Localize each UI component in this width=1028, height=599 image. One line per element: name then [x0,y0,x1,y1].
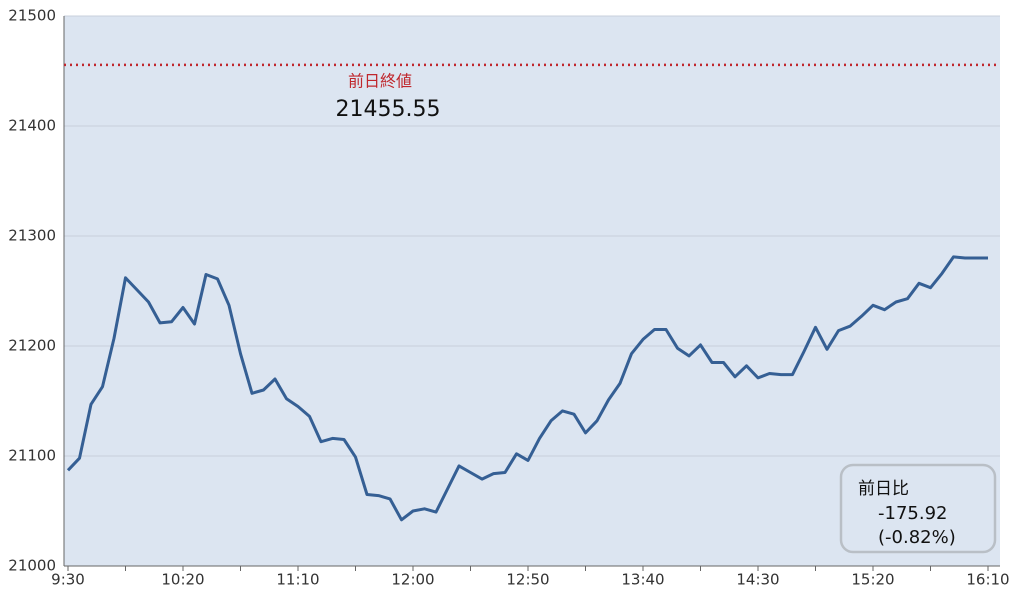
y-tick-label: 21200 [8,337,56,355]
y-tick-label: 21500 [8,7,56,25]
x-tick-label: 9:30 [51,571,85,589]
change-box [839,463,997,554]
y-tick-label: 21100 [8,447,56,465]
y-tick-label: 21400 [8,117,56,135]
y-tick-label: 21000 [8,557,56,575]
change-label: 前日比 [858,479,909,499]
reference-label: 前日終値 [348,72,412,91]
change-percent: (-0.82%) [878,527,956,548]
x-tick-label: 11:10 [276,571,319,589]
y-tick-label: 21300 [8,227,56,245]
x-tick-label: 13:40 [621,571,664,589]
change-value: -175.92 [878,503,947,524]
x-tick-label: 12:50 [506,571,549,589]
x-tick-label: 15:20 [851,571,894,589]
x-tick-label: 14:30 [736,571,779,589]
x-tick-label: 10:20 [161,571,204,589]
series-line [66,255,988,522]
x-tick-label: 16:10 [966,571,1009,589]
x-tick-label: 12:00 [391,571,434,589]
reference-value: 21455.55 [336,97,441,122]
